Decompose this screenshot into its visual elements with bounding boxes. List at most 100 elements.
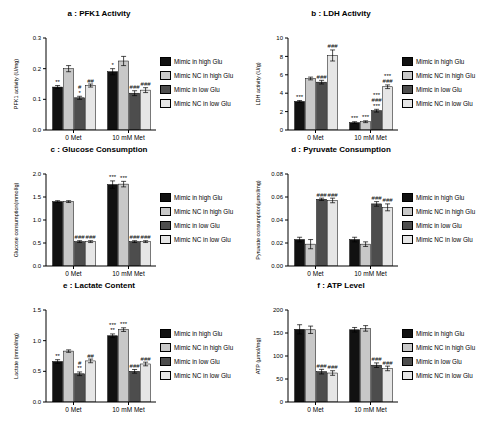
svg-text:**: ** bbox=[77, 365, 82, 371]
html-text:a : PFK1 Activity: a : PFK1 Activity bbox=[67, 9, 131, 18]
svg-text:**: ** bbox=[55, 353, 60, 359]
svg-text:0.00: 0.00 bbox=[271, 263, 283, 269]
svg-text:0.04: 0.04 bbox=[271, 217, 283, 223]
svg-text:0 Met: 0 Met bbox=[307, 270, 323, 277]
svg-text:0.0: 0.0 bbox=[33, 263, 42, 269]
svg-text:##: ## bbox=[87, 78, 94, 84]
html-text:Mimic in low Glu: Mimic in low Glu bbox=[174, 221, 220, 229]
svg-text:1.0: 1.0 bbox=[33, 338, 42, 344]
svg-text:0: 0 bbox=[280, 127, 284, 133]
html-text:Mimic in low Glu: Mimic in low Glu bbox=[174, 85, 220, 93]
svg-text:50: 50 bbox=[276, 376, 283, 382]
svg-text:###: ### bbox=[328, 192, 339, 198]
html-text:Mimic NC in low Glu: Mimic NC in low Glu bbox=[174, 99, 231, 107]
html-text:Mimic in high Glu: Mimic in high Glu bbox=[174, 57, 223, 65]
svg-text:10 mM Met: 10 mM Met bbox=[354, 406, 387, 413]
html-text:f : ATP Level: f : ATP Level bbox=[317, 281, 365, 290]
svg-text:###: ### bbox=[383, 78, 394, 84]
svg-text:**: ** bbox=[110, 327, 115, 333]
svg-text:0.0: 0.0 bbox=[33, 127, 42, 133]
svg-text:###: ### bbox=[317, 192, 328, 198]
svg-text:###: ### bbox=[130, 363, 141, 369]
svg-text:0 Met: 0 Met bbox=[65, 134, 81, 141]
svg-text:1.0: 1.0 bbox=[33, 217, 42, 223]
html-text:Mimic NC in high Glu: Mimic NC in high Glu bbox=[174, 207, 234, 215]
svg-text:###: ### bbox=[130, 234, 141, 240]
svg-text:###: ### bbox=[383, 197, 394, 203]
svg-text:***: *** bbox=[351, 115, 359, 121]
svg-text:0 Met: 0 Met bbox=[307, 134, 323, 141]
svg-text:Glucose consumption(mmol/g): Glucose consumption(mmol/g) bbox=[13, 183, 19, 258]
html-text:Mimic NC in high Glu: Mimic NC in high Glu bbox=[416, 71, 476, 79]
svg-text:###: ### bbox=[86, 234, 97, 240]
html-text:Mimic in high Glu: Mimic in high Glu bbox=[416, 193, 465, 201]
svg-text:Lactate (mmol/mg): Lactate (mmol/mg) bbox=[13, 333, 19, 379]
html-text:Mimic in high Glu: Mimic in high Glu bbox=[174, 193, 223, 201]
svg-text:###: ### bbox=[383, 360, 394, 366]
svg-text:###: ### bbox=[372, 195, 383, 201]
svg-text:###: ### bbox=[141, 234, 152, 240]
html-text:b : LDH Activity: b : LDH Activity bbox=[311, 9, 371, 18]
svg-text:0 Met: 0 Met bbox=[307, 406, 323, 413]
svg-text:0: 0 bbox=[280, 399, 284, 405]
svg-text:0.2: 0.2 bbox=[33, 66, 42, 72]
svg-text:###: ### bbox=[317, 363, 328, 369]
svg-text:200: 200 bbox=[273, 307, 284, 313]
svg-text:10 mM Met: 10 mM Met bbox=[112, 270, 145, 277]
html-text:d : Pyruvate Consumption: d : Pyruvate Consumption bbox=[291, 145, 391, 154]
svg-text:###: ### bbox=[75, 234, 86, 240]
svg-text:PFK1 activity (U/mg): PFK1 activity (U/mg) bbox=[13, 59, 19, 110]
html-text:Mimic in high Glu: Mimic in high Glu bbox=[416, 57, 465, 65]
svg-text:LDH activity (U/g): LDH activity (U/g) bbox=[255, 62, 261, 105]
svg-text:##: ## bbox=[87, 353, 94, 359]
svg-text:0 Met: 0 Met bbox=[65, 406, 81, 413]
svg-text:***: *** bbox=[362, 114, 370, 120]
svg-text:100: 100 bbox=[273, 353, 284, 359]
svg-text:###: ### bbox=[328, 364, 339, 370]
svg-text:###: ### bbox=[141, 81, 152, 87]
svg-text:0.1: 0.1 bbox=[33, 96, 42, 102]
svg-text:0.5: 0.5 bbox=[33, 240, 42, 246]
svg-text:###: ### bbox=[130, 84, 141, 90]
svg-text:1.5: 1.5 bbox=[33, 194, 42, 200]
svg-text:1.5: 1.5 bbox=[33, 307, 42, 313]
html-text:Mimic in low Glu: Mimic in low Glu bbox=[416, 85, 462, 93]
svg-text:***: *** bbox=[109, 174, 117, 180]
svg-text:0 Met: 0 Met bbox=[65, 270, 81, 277]
svg-text:2: 2 bbox=[280, 109, 284, 115]
svg-text:ATP (μmol/mg): ATP (μmol/mg) bbox=[255, 338, 261, 375]
svg-text:###: ### bbox=[372, 356, 383, 362]
svg-text:**: ** bbox=[55, 79, 60, 85]
svg-text:10: 10 bbox=[276, 35, 283, 41]
html-text:c : Glucose Consumption: c : Glucose Consumption bbox=[50, 145, 148, 154]
svg-text:0.02: 0.02 bbox=[271, 240, 283, 246]
svg-text:###: ### bbox=[328, 43, 339, 49]
svg-text:Pyruvate consumption(μmol/mg): Pyruvate consumption(μmol/mg) bbox=[255, 180, 261, 259]
svg-text:0.5: 0.5 bbox=[33, 368, 42, 374]
svg-text:*: * bbox=[111, 62, 114, 68]
svg-text:###: ### bbox=[141, 356, 152, 362]
svg-text:***: *** bbox=[373, 103, 381, 109]
svg-text:150: 150 bbox=[273, 330, 284, 336]
svg-text:6: 6 bbox=[280, 72, 284, 78]
svg-text:0.3: 0.3 bbox=[33, 35, 42, 41]
svg-text:***: *** bbox=[120, 175, 128, 181]
html-text:e : Lactate Content: e : Lactate Content bbox=[63, 281, 135, 290]
svg-text:2.0: 2.0 bbox=[33, 171, 42, 177]
html-text:Mimic NC in low Glu: Mimic NC in low Glu bbox=[174, 235, 231, 243]
svg-text:***: *** bbox=[120, 321, 128, 327]
html-text:Mimic NC in low Glu: Mimic NC in low Glu bbox=[416, 99, 473, 107]
svg-text:###: ### bbox=[317, 74, 328, 80]
svg-text:10 mM Met: 10 mM Met bbox=[354, 134, 387, 141]
svg-text:10 mM Met: 10 mM Met bbox=[112, 134, 145, 141]
svg-text:0.08: 0.08 bbox=[271, 171, 283, 177]
svg-text:0.06: 0.06 bbox=[271, 194, 283, 200]
svg-text:8: 8 bbox=[280, 54, 284, 60]
html-text:Mimic NC in high Glu: Mimic NC in high Glu bbox=[174, 71, 234, 79]
svg-text:4: 4 bbox=[280, 90, 284, 96]
svg-text:*: * bbox=[78, 90, 81, 96]
svg-text:***: *** bbox=[296, 94, 304, 100]
svg-text:0.0: 0.0 bbox=[33, 399, 42, 405]
svg-text:10 mM Met: 10 mM Met bbox=[354, 270, 387, 277]
svg-text:10 mM Met: 10 mM Met bbox=[112, 406, 145, 413]
